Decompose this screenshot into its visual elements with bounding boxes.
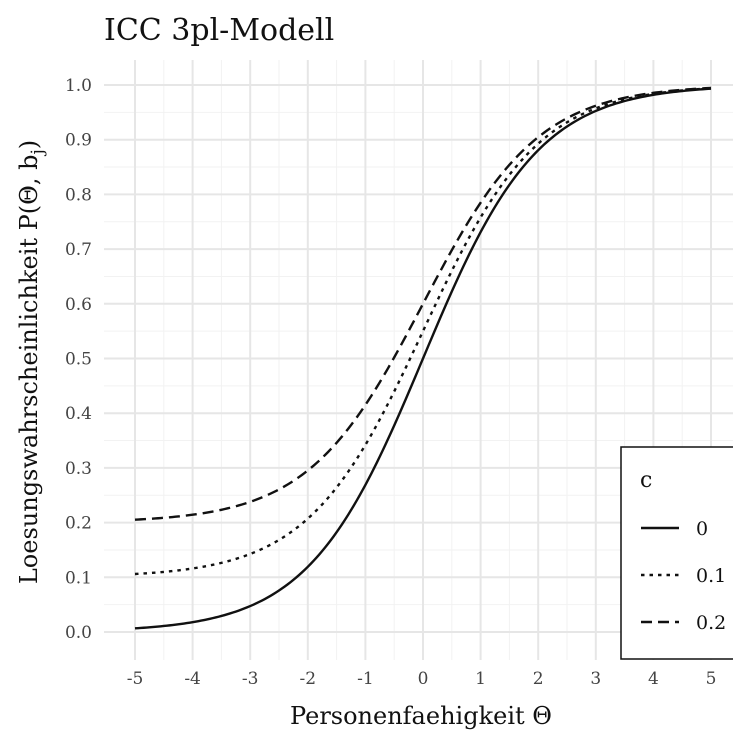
y-axis-title-main: Loesungswahrscheinlichkeit P(Θ, b [15,155,43,585]
y-tick-label: 0.6 [65,295,92,315]
legend-title: c [640,468,652,493]
legend: c 0 0.1 0.2 [620,446,733,660]
chart-title: ICC 3pl-Modell [104,13,334,48]
legend-items: 0 0.1 0.2 [641,518,726,634]
y-tick-label: 0.4 [65,404,92,424]
series-line-c-0 [134,87,712,630]
legend-box [620,446,733,660]
y-tick-label: 0.1 [65,568,92,588]
y-tick-label: 0.8 [65,185,92,205]
y-axis-title-end: ) [15,140,43,149]
legend-label-c-0: 0 [696,518,708,540]
x-tick-label: 0 [418,669,429,689]
y-axis-title-subscript: j [28,149,48,156]
y-tick-label: 0.2 [65,514,92,534]
x-axis-title: Personenfaehigkeit Θ [290,702,552,730]
x-tick-label: -3 [242,669,259,689]
y-tick-label: 0.9 [65,131,92,151]
x-tick-label: 4 [648,669,659,689]
x-tick-label: -2 [300,669,317,689]
x-tick-label: 2 [533,669,544,689]
y-tick-label: 0.3 [65,459,92,479]
curves [134,86,712,630]
y-tick-labels: 0.0 0.1 0.2 0.3 0.4 0.5 0.6 0.7 0.8 0.9 1.0 [65,76,92,643]
x-tick-label: -4 [184,669,201,689]
grid [104,60,733,660]
legend-label-c-0.1: 0.1 [696,565,726,587]
y-axis-title: Loesungswahrscheinlichkeit P(Θ, bj) [15,140,48,584]
y-tick-label: 0.0 [65,623,92,643]
x-tick-label: -5 [127,669,144,689]
y-tick-label: 0.7 [65,240,92,260]
x-tick-label: -1 [357,669,374,689]
x-tick-labels: -5 -4 -3 -2 -1 0 1 2 3 4 5 [127,669,717,689]
x-tick-label: 5 [706,669,717,689]
series-line-c-0.1 [134,87,712,576]
x-tick-label: 3 [590,669,601,689]
legend-label-c-0.2: 0.2 [696,612,726,634]
x-tick-label: 1 [475,669,486,689]
y-tick-label: 0.5 [65,350,92,370]
y-tick-label: 1.0 [65,76,92,96]
